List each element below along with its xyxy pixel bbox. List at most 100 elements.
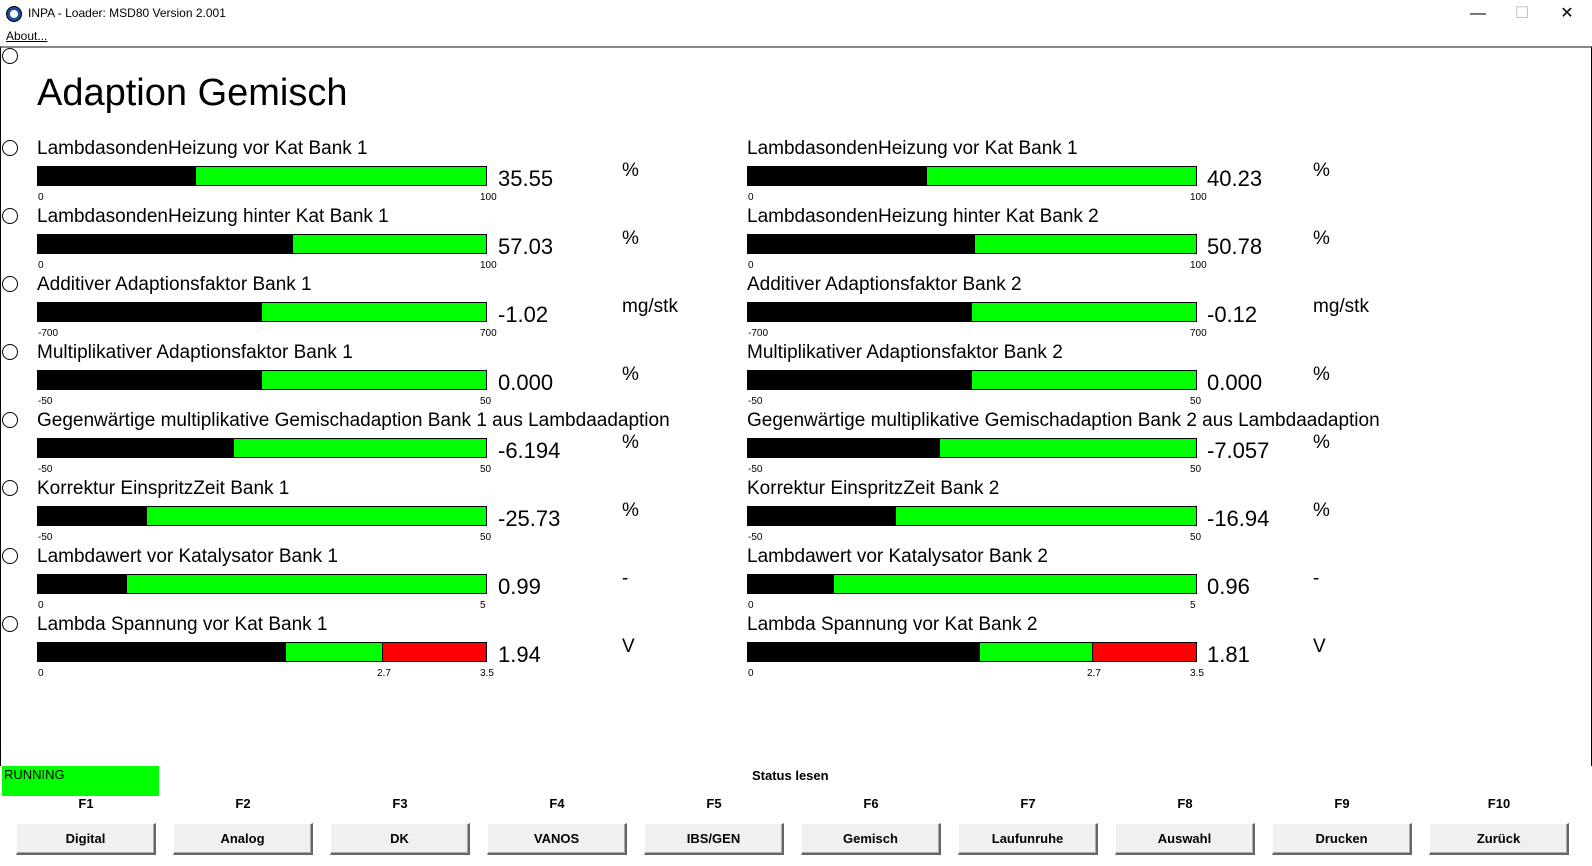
bar-min-label: 0 (748, 260, 754, 271)
bar-min-label: 0 (748, 600, 754, 611)
radio-header[interactable] (2, 48, 18, 64)
bar-fill (748, 643, 980, 661)
measurement-bar (37, 506, 487, 526)
bar-min-label: -700 (748, 328, 769, 339)
measurement-value: 0.99 (498, 574, 541, 599)
fkey-button-f7[interactable]: Laufunruhe (958, 823, 1098, 855)
measurement-unit: % (1313, 500, 1330, 521)
fkey-label-f9: F9 (1334, 796, 1350, 811)
measurement-unit: % (622, 432, 639, 453)
measurement-label: Additiver Adaptionsfaktor Bank 2 (747, 274, 1022, 295)
measurement-unit: % (1313, 160, 1330, 181)
measurement-label: Gegenwärtige multiplikative Gemischadapt… (37, 410, 670, 431)
bar-fill (748, 575, 835, 593)
measurement-label: LambdasondenHeizung hinter Kat Bank 1 (37, 206, 389, 227)
bar-min-label: -50 (748, 532, 763, 543)
bar-min-label: -50 (38, 396, 53, 407)
measurement-bar (747, 370, 1197, 390)
bar-max-label: 3.5 (1190, 668, 1204, 679)
measurement-bar (37, 574, 487, 594)
measurement-value: -25.73 (498, 506, 561, 531)
measurement-label: Lambda Spannung vor Kat Bank 1 (37, 614, 328, 635)
bar-max-label: 100 (480, 260, 497, 271)
page-title: Adaption Gemisch (37, 72, 348, 114)
fkey-button-f6[interactable]: Gemisch (801, 823, 941, 855)
bar-fill (748, 235, 976, 253)
measurement-unit: % (622, 364, 639, 385)
fkey-button-f8[interactable]: Auswahl (1115, 823, 1255, 855)
measurement-label: Lambda Spannung vor Kat Bank 2 (747, 614, 1038, 635)
measurement-unit: % (622, 228, 639, 249)
measurement-bar (747, 234, 1197, 254)
bar-min-label: 0 (38, 668, 44, 679)
measurement-value: 40.23 (1207, 166, 1263, 191)
running-indicator: RUNNING (2, 766, 159, 796)
row-radio-4[interactable] (2, 344, 18, 360)
fkey-button-f10[interactable]: Zurück (1429, 823, 1569, 855)
bar-fill (748, 167, 928, 185)
menu-bar: About... (0, 28, 1592, 46)
measurement-unit: % (622, 160, 639, 181)
bar-mid-label: 2.7 (1087, 668, 1101, 679)
bar-max-label: 50 (1190, 464, 1202, 475)
bar-min-label: 0 (38, 600, 44, 611)
measurement-value: -7.057 (1207, 438, 1270, 463)
bar-max-label: 100 (1190, 260, 1207, 271)
fkey-button-f5[interactable]: IBS/GEN (644, 823, 784, 855)
measurement-bar (747, 166, 1197, 186)
measurement-bar (37, 302, 487, 322)
bar-max-label: 50 (480, 532, 492, 543)
row-radio-7[interactable] (2, 548, 18, 564)
bar-fill (748, 371, 972, 389)
measurement-unit: % (1313, 364, 1330, 385)
bar-mid-label: 2.7 (377, 668, 391, 679)
fkey-label-f6: F6 (863, 796, 879, 811)
fkey-label-f7: F7 (1020, 796, 1036, 811)
measurement-label: LambdasondenHeizung hinter Kat Bank 2 (747, 206, 1099, 227)
title-bar: INPA - Loader: MSD80 Version 2.001 — ☐ ✕ (0, 0, 1592, 28)
fkey-button-f2[interactable]: Analog (173, 823, 313, 855)
bar-fill (38, 371, 262, 389)
row-radio-1[interactable] (2, 140, 18, 156)
row-radio-5[interactable] (2, 412, 18, 428)
measurement-value: 1.94 (498, 642, 541, 667)
bar-min-label: 0 (38, 192, 44, 203)
bar-min-label: -50 (38, 464, 53, 475)
fkey-button-f1[interactable]: Digital (16, 823, 156, 855)
measurement-value: -1.02 (498, 302, 549, 327)
measurement-bar (37, 166, 487, 186)
minimize-button[interactable]: — (1470, 5, 1486, 22)
row-radio-8[interactable] (2, 616, 18, 632)
measurement-value: 50.78 (1207, 234, 1263, 259)
measurement-label: Gegenwärtige multiplikative Gemischadapt… (747, 410, 1380, 431)
measurement-label: Multiplikativer Adaptionsfaktor Bank 2 (747, 342, 1063, 363)
measurement-label: Lambdawert vor Katalysator Bank 2 (747, 546, 1048, 567)
menu-about[interactable]: About... (6, 29, 48, 43)
row-radio-6[interactable] (2, 480, 18, 496)
fkey-button-f9[interactable]: Drucken (1272, 823, 1412, 855)
row-radio-2[interactable] (2, 208, 18, 224)
measurement-value: 1.81 (1207, 642, 1250, 667)
measurement-value: -0.12 (1207, 302, 1258, 327)
maximize-button[interactable]: ☐ (1514, 5, 1530, 22)
close-button[interactable]: ✕ (1560, 5, 1574, 22)
fkey-label-f5: F5 (706, 796, 722, 811)
measurement-bar (747, 506, 1197, 526)
bar-max-label: 50 (480, 464, 492, 475)
measurement-label: Additiver Adaptionsfaktor Bank 1 (37, 274, 312, 295)
bar-fill (38, 575, 127, 593)
bar-min-label: -700 (38, 328, 59, 339)
fkey-button-f4[interactable]: VANOS (487, 823, 627, 855)
bar-max-label: 100 (1190, 192, 1207, 203)
fkey-button-f3[interactable]: DK (330, 823, 470, 855)
measurement-value: 0.000 (498, 370, 554, 395)
bar-max-label: 700 (480, 328, 497, 339)
measurement-unit: % (1313, 228, 1330, 249)
measurement-label: Korrektur EinspritzZeit Bank 2 (747, 478, 1000, 499)
row-radio-3[interactable] (2, 276, 18, 292)
status-text: Status lesen (752, 768, 829, 783)
measurement-bar (747, 302, 1197, 322)
bar-max-label: 5 (480, 600, 486, 611)
measurement-bar (747, 574, 1197, 594)
bar-max-label: 100 (480, 192, 497, 203)
